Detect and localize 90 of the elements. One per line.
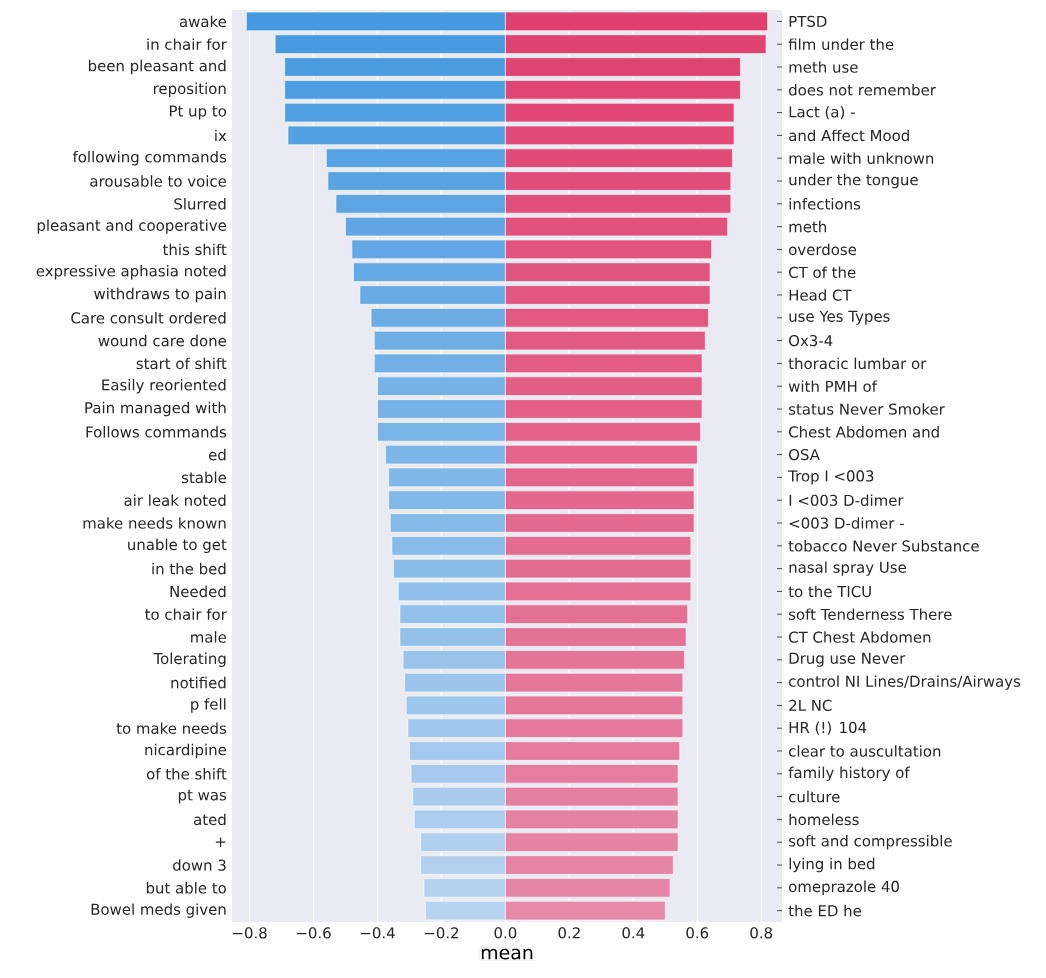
y2-tick-label: use Yes Types [789, 310, 890, 325]
y2-tick-label: the ED he [788, 904, 862, 917]
y2-tick-label: homeless [789, 813, 859, 826]
y-tick-label: to make needs [116, 722, 227, 734]
y-tick-label: stable [182, 471, 227, 484]
y2-tick-label: soft and compressible [789, 834, 952, 850]
y-tick-label: in chair for [147, 38, 227, 50]
y2-tick-label: PTSD [789, 15, 827, 28]
y-tick-label: ated [194, 813, 226, 826]
y-tick-label: of the shift [146, 768, 227, 780]
y-tick-label: notified [171, 676, 226, 689]
y2-tick-label: with PMH of [788, 380, 878, 392]
y2-tick-label: OSA [789, 448, 820, 461]
y2-tick-label: Ox3-4 [789, 334, 833, 347]
y2-tick-label: culture [789, 790, 840, 803]
y2-tick-label: tobacco Never Substance [788, 540, 979, 552]
y2-tick-label: meth use [789, 61, 858, 73]
y2-tick-label: CT Chest Abdomen [789, 631, 931, 643]
y-tick-label: + [215, 837, 226, 847]
y2-tick-label: under the tongue [789, 173, 918, 189]
y-tick-label: expressive aphasia noted [36, 264, 226, 280]
y2-tick-label: to the TICU [788, 585, 871, 598]
y-tick-label: Bowel meds given [91, 903, 226, 918]
y-tick-label: Care consult ordered [71, 312, 226, 324]
y2-tick-label: Head CT [789, 289, 852, 301]
y-tick-label: this shift [162, 243, 227, 256]
y2-tick-label: meth [789, 220, 826, 233]
y-tick-label: pleasant and cooperative [37, 219, 227, 234]
y-tick-label: following commands [72, 150, 227, 166]
y2-tick-label: Chest Abdomen and [789, 426, 939, 438]
x-tick-label: −0.4 [360, 927, 395, 939]
y-tick-label: make needs known [83, 517, 226, 529]
y2-tick-label: thoracic lumbar or [788, 357, 927, 370]
x-tick-label: 0.6 [686, 927, 709, 939]
y-tick-label: unable to get [128, 538, 227, 554]
y2-tick-label: and Affect Mood [789, 129, 909, 142]
y-tick-label: Follows commands [86, 426, 227, 438]
y-tick-label: wound care done [98, 334, 227, 347]
y2-tick-label: Lact (a) - [789, 105, 855, 120]
y2-tick-label: control NI Lines/Drains/Airways [789, 675, 1021, 690]
y-tick-label: p fell [191, 698, 226, 713]
y-tick-label: withdraws to pain [94, 287, 226, 303]
y-tick-label: Slurred [174, 198, 226, 210]
y-tick-label: ix [215, 129, 227, 142]
y-tick-label: arousable to voice [90, 175, 227, 187]
y2-tick-label: clear to auscultation [789, 745, 941, 757]
y-tick-label: awake [179, 15, 227, 28]
y-tick-label: pt was [178, 789, 227, 804]
y-tick-label: male [191, 631, 227, 643]
y2-tick-label: male with unknown [789, 152, 934, 164]
y-tick-label: ed [208, 448, 226, 461]
x-tick-label: −0.2 [424, 927, 459, 939]
y-tick-label: but able to [146, 882, 226, 894]
y2-tick-label: infections [789, 198, 861, 210]
x-tick-label: −0.6 [296, 927, 331, 939]
x-tick-label: 0.0 [494, 927, 517, 939]
y-tick-label: Pain managed with [85, 401, 226, 417]
y2-tick-label: omeprazole 40 [789, 880, 899, 896]
y2-tick-label: soft Tenderness There [789, 608, 952, 620]
y-tick-label: nicardipine [145, 743, 227, 759]
y2-tick-label: does not remember [789, 84, 936, 96]
y-tick-label: air leak noted [124, 494, 226, 506]
x-tick-label: 0.8 [750, 927, 773, 939]
y-tick-label: down 3 [173, 859, 226, 871]
y2-tick-label: film under the [788, 38, 894, 50]
x-tick-label: 0.2 [558, 927, 580, 939]
y-tick-label: start of shift [136, 357, 227, 370]
y2-tick-label: 2L NC [789, 699, 832, 712]
y-tick-label: Tolerating [153, 652, 226, 668]
y2-tick-label: family history of [788, 766, 910, 782]
x-tick-label: −0.8 [233, 927, 267, 939]
y2-tick-label: HR (!) 104 [789, 721, 867, 735]
x-axis-title: mean [481, 948, 533, 960]
y2-tick-label: I <003 D-dimer [789, 494, 904, 506]
y2-tick-label: status Never Smoker [789, 403, 945, 415]
y2-tick-label: nasal spray Use [789, 561, 906, 576]
y2-tick-label: <003 D-dimer - [789, 517, 904, 529]
y-tick-label: to chair for [145, 608, 227, 620]
y-tick-label: Easily reoriented [102, 378, 226, 394]
y-tick-label: Needed [170, 585, 226, 598]
y2-tick-label: lying in bed [789, 857, 875, 873]
y-tick-label: in the bed [152, 562, 226, 575]
y2-tick-label: CT of the [789, 266, 856, 278]
y-tick-label: been pleasant and [88, 59, 226, 75]
x-tick-label: 0.4 [622, 927, 645, 939]
y2-tick-label: overdose [789, 243, 857, 256]
y-tick-label: reposition [153, 82, 226, 98]
y2-tick-label: Drug use Never [789, 652, 906, 667]
y-tick-label: Pt up to [169, 105, 226, 120]
y2-tick-label: Trop I <003 [788, 470, 874, 485]
